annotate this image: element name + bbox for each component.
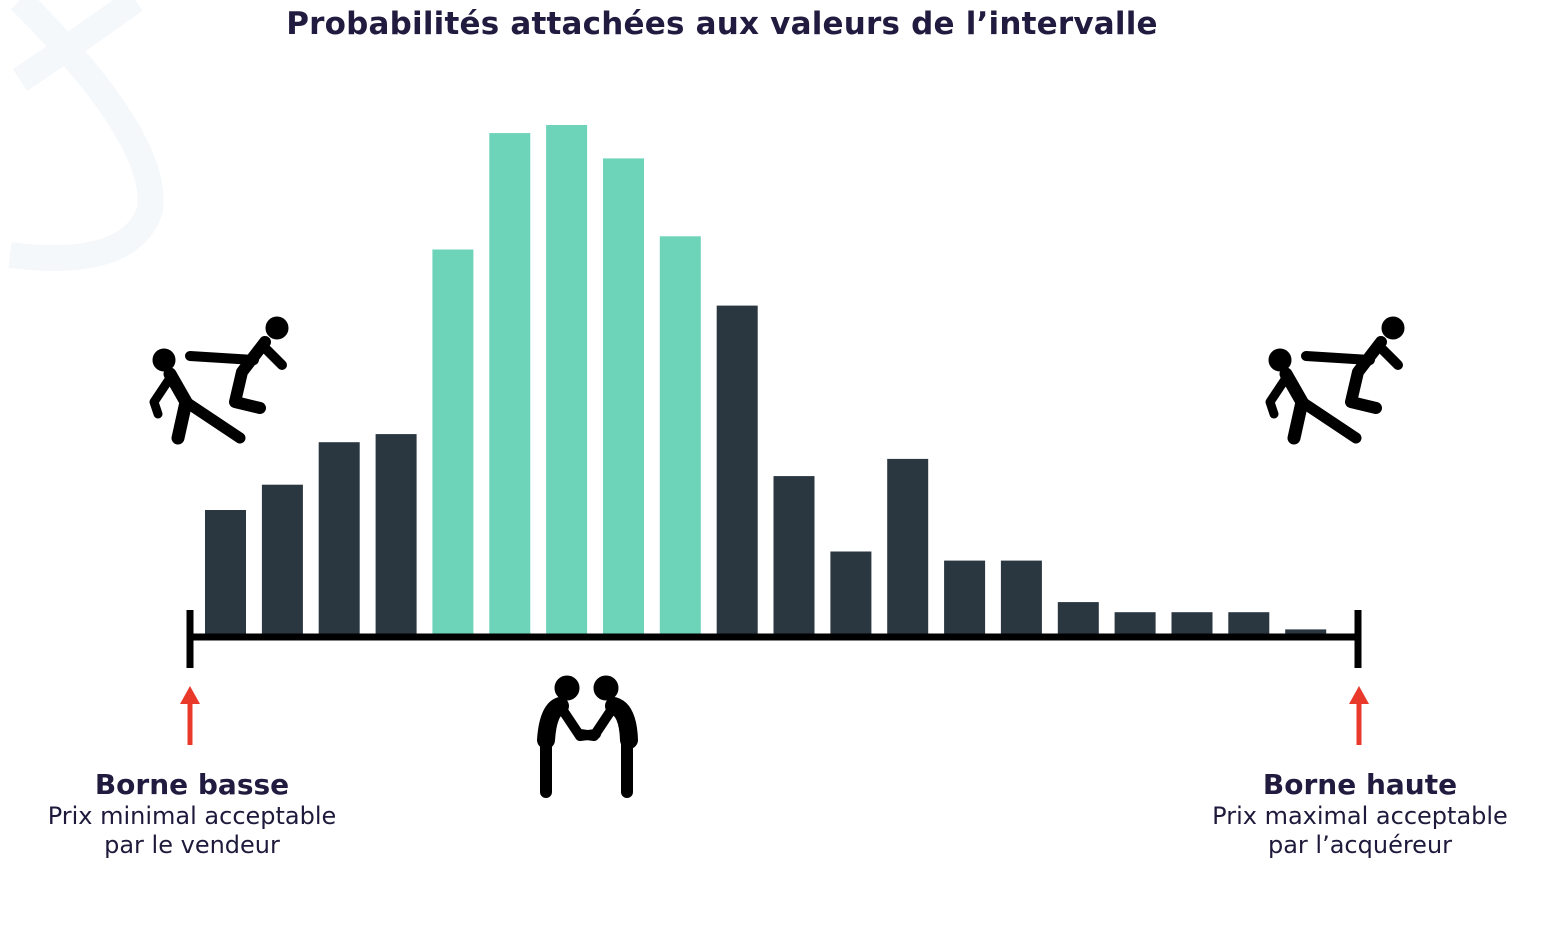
arrow-low <box>180 686 200 745</box>
bar-2 <box>261 484 303 634</box>
bar-16 <box>1057 602 1099 634</box>
kick-people-icon <box>1265 316 1405 445</box>
low-bound-desc-2: par le vendeur <box>104 831 280 859</box>
high-bound-desc-1: Prix maximal acceptable <box>1212 802 1508 830</box>
bar-6 <box>489 133 531 634</box>
bar-7 <box>546 125 588 634</box>
bars-group <box>205 125 1327 635</box>
chart-title: Probabilités attachées aux valeurs de l’… <box>286 6 1158 42</box>
bar-5 <box>432 249 474 634</box>
low-bound-desc-1: Prix minimal acceptable <box>47 802 337 830</box>
bar-11 <box>773 476 815 634</box>
bar-4 <box>375 434 417 634</box>
bar-20 <box>1285 629 1327 634</box>
handshake-icon <box>537 675 638 798</box>
kick-people-icon <box>149 316 289 445</box>
bar-14 <box>944 560 986 634</box>
bar-9 <box>659 236 701 635</box>
bar-15 <box>1000 560 1042 634</box>
bar-17 <box>1114 612 1156 634</box>
bar-8 <box>603 158 644 634</box>
low-bound-label: Borne basse Prix minimal acceptable par … <box>12 768 372 860</box>
high-bound-desc-2: par l’acquéreur <box>1267 831 1453 859</box>
axis-group <box>186 610 1362 668</box>
low-bound-title: Borne basse <box>94 768 290 801</box>
bar-3 <box>318 442 360 634</box>
bar-18 <box>1171 612 1213 634</box>
bar-12 <box>830 551 872 634</box>
bar-1 <box>205 510 246 634</box>
high-bound-title: Borne haute <box>1262 768 1458 801</box>
background-decoration <box>8 0 164 271</box>
bar-13 <box>887 458 929 634</box>
bar-19 <box>1228 612 1270 634</box>
high-bound-label: Borne haute Prix maximal acceptable par … <box>1180 768 1540 860</box>
arrow-high <box>1349 686 1369 745</box>
bar-10 <box>716 305 758 634</box>
